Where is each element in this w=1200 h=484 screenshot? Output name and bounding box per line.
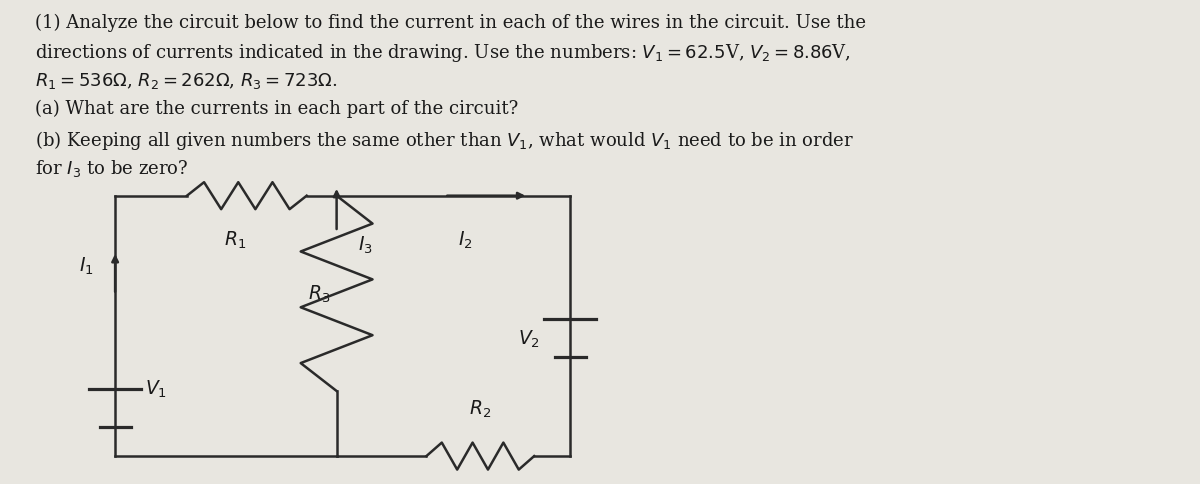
Text: directions of currents indicated in the drawing. Use the numbers: $V_1 = 62.5$V,: directions of currents indicated in the … (35, 42, 851, 64)
Text: $R_3$: $R_3$ (308, 283, 331, 304)
Text: (b) Keeping all given numbers the same other than $V_1$, what would $V_1$ need t: (b) Keeping all given numbers the same o… (35, 129, 854, 152)
Text: $V_2$: $V_2$ (518, 328, 540, 349)
Text: (a) What are the currents in each part of the circuit?: (a) What are the currents in each part o… (35, 100, 518, 118)
Text: $I_3$: $I_3$ (358, 234, 373, 255)
Text: $V_1$: $V_1$ (145, 378, 167, 399)
Text: $I_2$: $I_2$ (458, 229, 473, 250)
Text: $R_1$: $R_1$ (223, 229, 246, 250)
Text: $I_1$: $I_1$ (79, 256, 94, 277)
Text: for $I_3$ to be zero?: for $I_3$ to be zero? (35, 158, 188, 179)
Text: $R_1 = 536\Omega$, $R_2 = 262\Omega$, $R_3 = 723\Omega$.: $R_1 = 536\Omega$, $R_2 = 262\Omega$, $R… (35, 71, 337, 91)
Text: $R_2$: $R_2$ (469, 397, 491, 419)
Text: (1) Analyze the circuit below to find the current in each of the wires in the ci: (1) Analyze the circuit below to find th… (35, 14, 866, 31)
